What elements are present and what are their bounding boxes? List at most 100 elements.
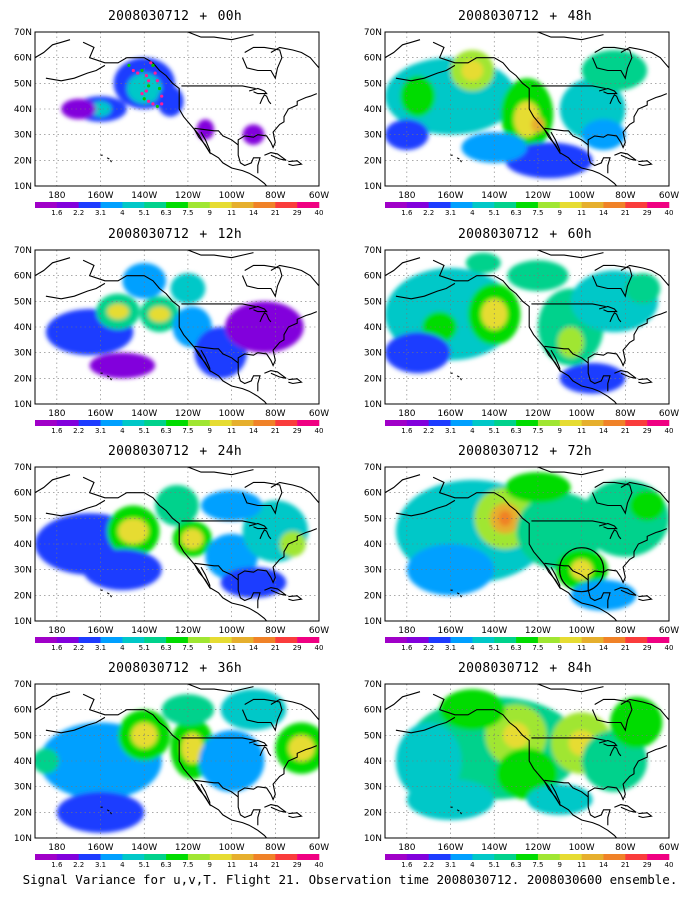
lat-label: 70N	[14, 680, 32, 690]
coastline	[194, 127, 239, 146]
colorbar-swatch	[78, 637, 101, 643]
variance-contour	[56, 791, 145, 833]
lon-label: 160W	[87, 843, 113, 853]
lat-label: 30N	[364, 566, 382, 576]
lon-label: 140W	[481, 626, 507, 636]
colorbar-swatch	[603, 202, 626, 208]
colorbar-swatch	[494, 854, 517, 860]
variance-map: 10N 20N 30N 40N 50N 60N 70N 180 160W 140W 120W 100W…	[364, 680, 679, 869]
lon-label: 80W	[265, 409, 285, 419]
variance-contour	[288, 735, 315, 761]
variance-contour	[122, 262, 167, 299]
coastline	[620, 264, 669, 287]
coastline	[620, 46, 669, 69]
colorbar-swatch	[166, 854, 189, 860]
colorbar-level-label: 9	[558, 427, 562, 435]
colorbar-swatch	[428, 854, 451, 860]
lon-label: 120W	[175, 191, 201, 201]
colorbar-level-label: 3.1	[95, 861, 106, 869]
colorbar-swatch	[166, 420, 189, 426]
colorbar-swatch	[472, 854, 495, 860]
dropsonde-point	[160, 94, 164, 98]
colorbar-swatch	[253, 420, 276, 426]
lat-label: 30N	[14, 566, 32, 576]
lon-label: 160W	[437, 191, 463, 201]
colorbar-level-label: 21	[621, 209, 630, 217]
coastline	[620, 698, 669, 721]
dropsonde-point	[151, 63, 155, 67]
colorbar-level-label: 1.6	[51, 861, 63, 869]
colorbar-swatch	[56, 637, 79, 643]
colorbar-level-label: 6.3	[511, 644, 522, 652]
colorbar-swatch	[494, 202, 517, 208]
lat-label: 70N	[364, 680, 382, 690]
coastline	[237, 362, 261, 392]
lat-label: 40N	[14, 540, 32, 550]
coastline	[270, 46, 319, 69]
colorbar-level-label: 11	[577, 427, 586, 435]
map-panel-84h: 2008030712 + 84h 10N 20N 30N 40N 50N 60N 70N 180…	[350, 654, 700, 871]
colorbar-swatch	[78, 420, 101, 426]
lat-label: 20N	[14, 591, 32, 601]
colorbar-level-label: 14	[249, 427, 258, 435]
colorbar-swatch	[35, 854, 58, 860]
variance-map: 10N 20N 30N 40N 50N 60N 70N 180 160W 140W 120W 100W…	[364, 28, 679, 217]
variance-contour	[155, 484, 199, 527]
colorbar-level-label: 1.6	[51, 427, 63, 435]
coastline	[181, 303, 256, 308]
coastline	[544, 127, 589, 146]
colorbar-swatch	[450, 420, 473, 426]
lon-label: 120W	[175, 626, 201, 636]
colorbar-swatch	[144, 420, 167, 426]
coastline	[241, 698, 283, 732]
coastline	[194, 129, 211, 155]
colorbar-swatch	[187, 637, 211, 643]
lon-label: 160W	[87, 191, 113, 201]
colorbar-level-label: 5.1	[489, 209, 500, 217]
coastline	[194, 562, 239, 581]
highlight-circle	[559, 547, 605, 593]
variance-contour	[581, 119, 626, 151]
colorbar-level-label: 29	[643, 209, 652, 217]
coastline	[264, 370, 287, 379]
colorbar-level-label: 6.3	[161, 427, 172, 435]
variance-contour	[439, 689, 506, 731]
lon-label: 160W	[437, 626, 463, 636]
dropsonde-point	[155, 104, 159, 109]
colorbar-level-label: 40	[665, 427, 674, 435]
lat-label: 40N	[364, 323, 382, 333]
colorbar-swatch	[559, 637, 582, 643]
colorbar-swatch	[297, 420, 320, 426]
colorbar-level-label: 14	[599, 861, 608, 869]
colorbar-level-label: 9	[208, 427, 212, 435]
lat-label: 70N	[14, 246, 32, 256]
coastline	[459, 378, 462, 381]
panel-lead: 24h	[217, 444, 243, 459]
variance-contour	[35, 748, 60, 774]
lon-label: 180	[48, 626, 65, 636]
panel-title: 2008030712 + 36h	[107, 661, 243, 676]
colorbar-swatch	[275, 854, 298, 860]
coastline	[35, 474, 71, 494]
colorbar-swatch	[428, 202, 451, 208]
lat-label: 30N	[14, 783, 32, 793]
panel-date: 2008030712	[457, 227, 540, 242]
dropsonde-point	[136, 71, 140, 75]
panel-lead: 48h	[567, 9, 593, 24]
variance-contour	[461, 132, 527, 163]
colorbar-swatch	[537, 854, 561, 860]
coastline	[385, 39, 421, 59]
lat-label: 20N	[14, 374, 32, 384]
colorbar-swatch	[231, 420, 254, 426]
colorbar-swatch	[209, 420, 232, 426]
dropsonde-point	[149, 61, 153, 65]
map-panel-60h: 2008030712 + 60h 10N 20N 30N 40N 50N 60N 70N 180…	[350, 220, 700, 437]
coastline	[248, 522, 268, 530]
colorbar-level-label: 2.2	[73, 861, 84, 869]
panel-title: 2008030712 + 00h	[107, 9, 243, 24]
lat-label: 70N	[14, 28, 32, 38]
panel-date: 2008030712	[107, 227, 190, 242]
lon-label: 100W	[569, 626, 595, 636]
map-frame	[384, 31, 670, 187]
colorbar-level-label: 29	[293, 209, 302, 217]
